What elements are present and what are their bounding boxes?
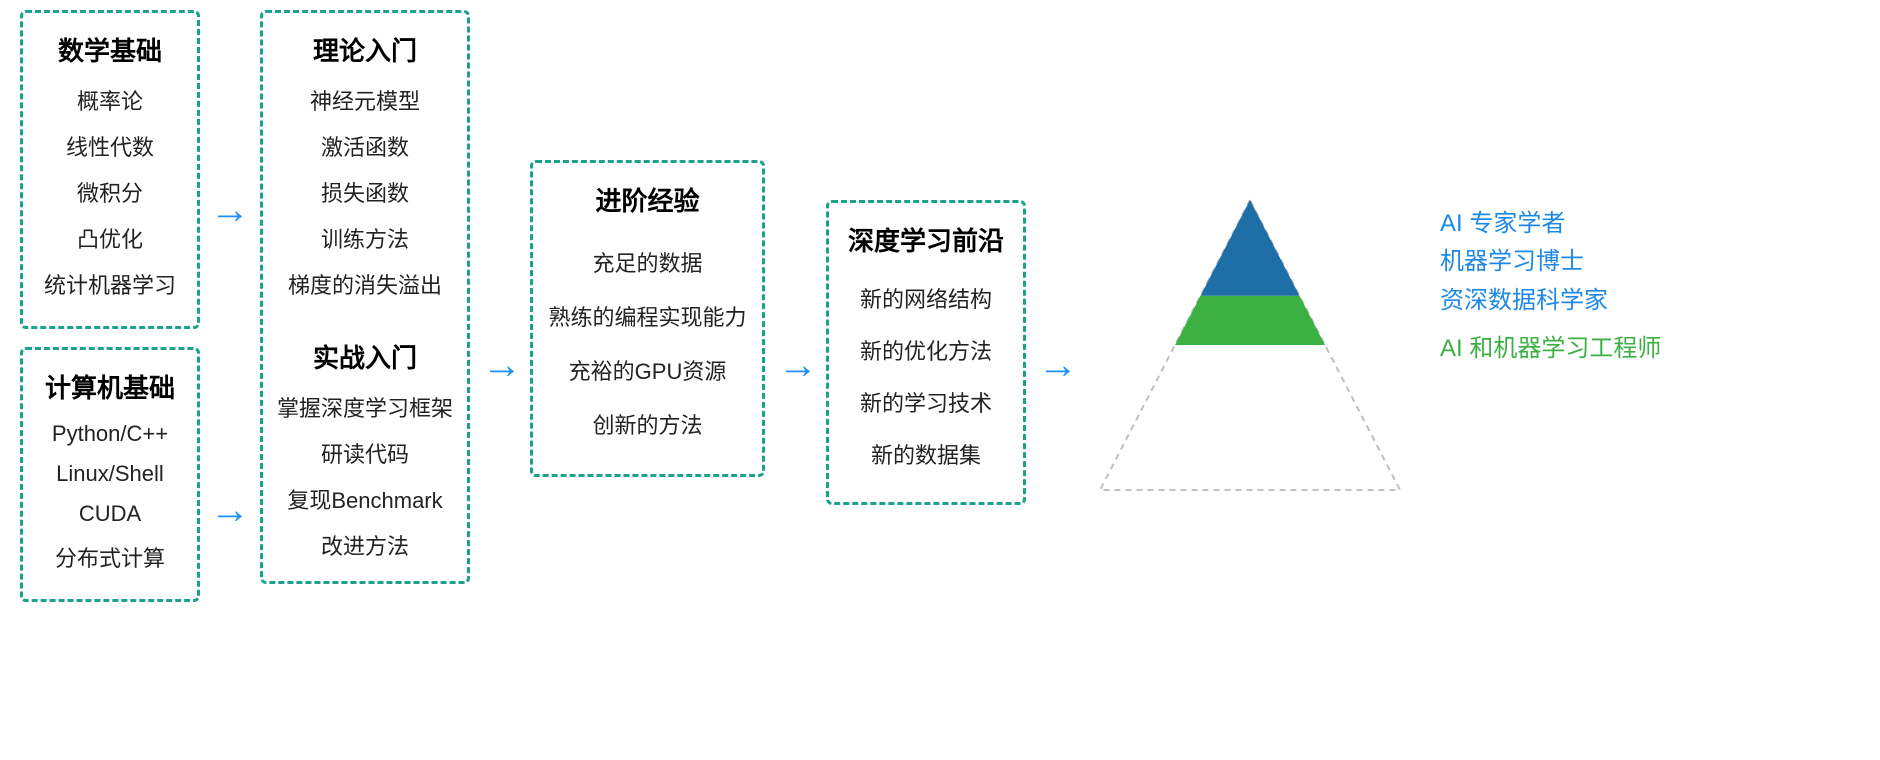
- box-item: 统计机器学习: [33, 268, 187, 300]
- legend-line: AI 专家学者: [1440, 205, 1661, 243]
- box-dl-frontier: 深度学习前沿 新的网络结构 新的优化方法 新的学习技术 新的数据集: [826, 200, 1026, 505]
- box-item: CUDA: [33, 501, 187, 527]
- pyramid-tier-middle: [1175, 296, 1325, 345]
- box-title: 进阶经验: [543, 181, 752, 218]
- stage-foundations: 数学基础 概率论 线性代数 微积分 凸优化 统计机器学习 计算机基础 Pytho…: [20, 10, 200, 602]
- box-item: 改进方法: [273, 529, 457, 561]
- career-legend: AI 专家学者 机器学习博士 资深数据科学家 AI 和机器学习工程师: [1440, 205, 1661, 369]
- box-item: 损失函数: [273, 176, 457, 208]
- box-item: 线性代数: [33, 130, 187, 162]
- stage-frontier: 深度学习前沿 新的网络结构 新的优化方法 新的学习技术 新的数据集: [826, 200, 1026, 505]
- legend-line: AI 和机器学习工程师: [1440, 330, 1661, 368]
- box-item: 微积分: [33, 176, 187, 208]
- box-item: 凸优化: [33, 222, 187, 254]
- box-title: 计算机基础: [33, 368, 187, 405]
- arrow-icon: →: [210, 190, 250, 230]
- box-item: 概率论: [33, 84, 187, 116]
- box-math-foundations: 数学基础 概率论 线性代数 微积分 凸优化 统计机器学习: [20, 10, 200, 329]
- box-item: 分布式计算: [33, 541, 187, 573]
- box-item: 梯度的消失溢出: [273, 268, 457, 300]
- box-item: 新的网络结构: [839, 282, 1013, 314]
- arrow-icon: →: [1038, 345, 1078, 385]
- box-item: 复现Benchmark: [273, 483, 457, 515]
- box-cs-foundations: 计算机基础 Python/C++ Linux/Shell CUDA 分布式计算: [20, 347, 200, 602]
- box-title: 数学基础: [33, 31, 187, 68]
- box-item: 训练方法: [273, 222, 457, 254]
- box-title: 深度学习前沿: [839, 221, 1013, 258]
- stage-advanced: 进阶经验 充足的数据 熟练的编程实现能力 充裕的GPU资源 创新的方法: [530, 160, 765, 477]
- box-item: 神经元模型: [273, 84, 457, 116]
- arrow-icon: →: [482, 345, 522, 385]
- box-item: Python/C++: [33, 421, 187, 447]
- box-theory-practice: 理论入门 神经元模型 激活函数 损失函数 训练方法 梯度的消失溢出 实战入门 掌…: [260, 10, 470, 584]
- pyramid-svg: [1085, 190, 1415, 500]
- box-item: 新的学习技术: [839, 386, 1013, 418]
- legend-line: 资深数据科学家: [1440, 282, 1661, 320]
- stage-intro: 理论入门 神经元模型 激活函数 损失函数 训练方法 梯度的消失溢出 实战入门 掌…: [260, 10, 470, 584]
- box-advanced-experience: 进阶经验 充足的数据 熟练的编程实现能力 充裕的GPU资源 创新的方法: [530, 160, 765, 477]
- pyramid-tier-top: [1201, 200, 1300, 296]
- box-title: 实战入门: [273, 338, 457, 375]
- box-item: 新的优化方法: [839, 334, 1013, 366]
- box-item: 研读代码: [273, 437, 457, 469]
- box-item: 充裕的GPU资源: [543, 354, 752, 386]
- box-item: 创新的方法: [543, 408, 752, 440]
- box-item: 掌握深度学习框架: [273, 391, 457, 423]
- box-item: Linux/Shell: [33, 461, 187, 487]
- legend-line: 机器学习博士: [1440, 243, 1661, 281]
- box-item: 新的数据集: [839, 438, 1013, 470]
- career-pyramid: [1085, 190, 1415, 505]
- box-title: 理论入门: [273, 31, 457, 68]
- arrow-icon: →: [778, 345, 818, 385]
- box-item: 熟练的编程实现能力: [543, 300, 752, 332]
- arrow-icon: →: [210, 490, 250, 530]
- box-item: 充足的数据: [543, 246, 752, 278]
- box-item: 激活函数: [273, 130, 457, 162]
